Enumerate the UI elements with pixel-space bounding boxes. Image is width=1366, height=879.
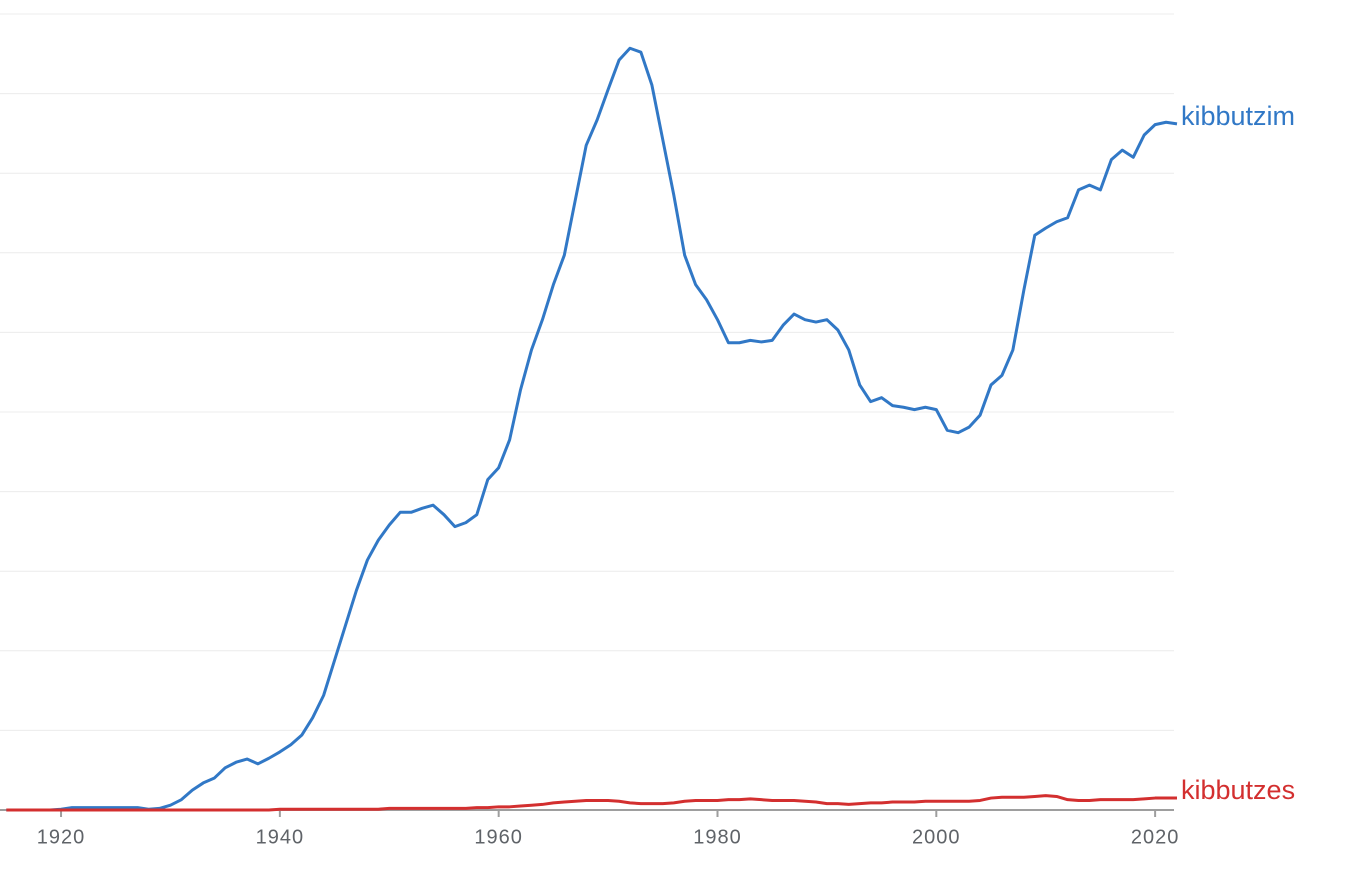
- x-tick-label: 2000: [912, 826, 961, 848]
- series-line: [6, 46, 1178, 812]
- x-tick-label: 1920: [37, 826, 86, 848]
- series-label: kibbutzim: [1181, 101, 1295, 131]
- x-tick-label: 1980: [693, 826, 742, 848]
- x-tick-label: 1940: [256, 826, 305, 848]
- series-label: kibbutzes: [1181, 775, 1295, 805]
- series-line: [6, 794, 1177, 812]
- x-tick-label: 1960: [474, 826, 523, 848]
- x-tick-label: 2020: [1131, 826, 1180, 848]
